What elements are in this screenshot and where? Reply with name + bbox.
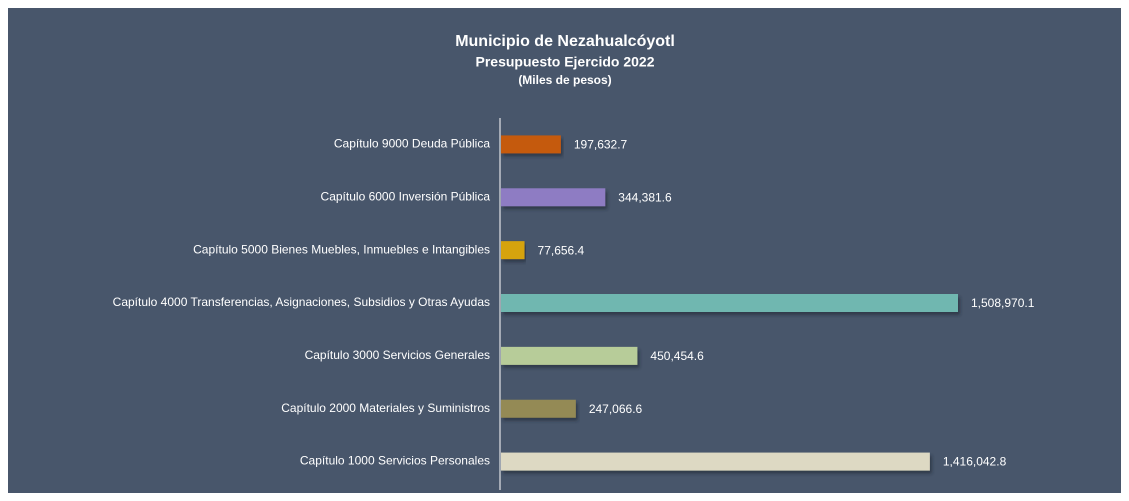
bar (501, 346, 638, 365)
chart-subtitle: Presupuesto Ejercido 2022 (476, 54, 655, 70)
category-label: Capítulo 3000 Servicios Generales (305, 348, 490, 362)
value-label: 197,632.7 (574, 138, 628, 152)
category-label: Capítulo 9000 Deuda Pública (334, 137, 490, 151)
unit-label: (Miles de pesos) (518, 73, 611, 87)
category-label: Capítulo 6000 Inversión Pública (321, 189, 491, 203)
category-label: Capítulo 1000 Servicios Personales (300, 454, 490, 468)
bar (501, 399, 576, 418)
value-label: 450,454.6 (650, 349, 704, 363)
value-label: 1,416,042.8 (943, 455, 1007, 469)
bar (501, 294, 958, 312)
value-label: 77,656.4 (538, 243, 585, 257)
bar (501, 452, 930, 471)
chart-title: Municipio de Nezahualcóyotl (455, 33, 675, 50)
value-label: 247,066.6 (589, 402, 643, 416)
category-label: Capítulo 4000 Transferencias, Asignacion… (113, 295, 490, 309)
bar (501, 241, 525, 260)
value-label: 1,508,970.1 (971, 296, 1035, 310)
bar (501, 188, 606, 207)
category-label: Capítulo 5000 Bienes Muebles, Inmuebles … (193, 242, 490, 256)
value-label: 344,381.6 (618, 190, 672, 204)
category-label: Capítulo 2000 Materiales y Suministros (281, 401, 490, 415)
bar (501, 135, 561, 154)
